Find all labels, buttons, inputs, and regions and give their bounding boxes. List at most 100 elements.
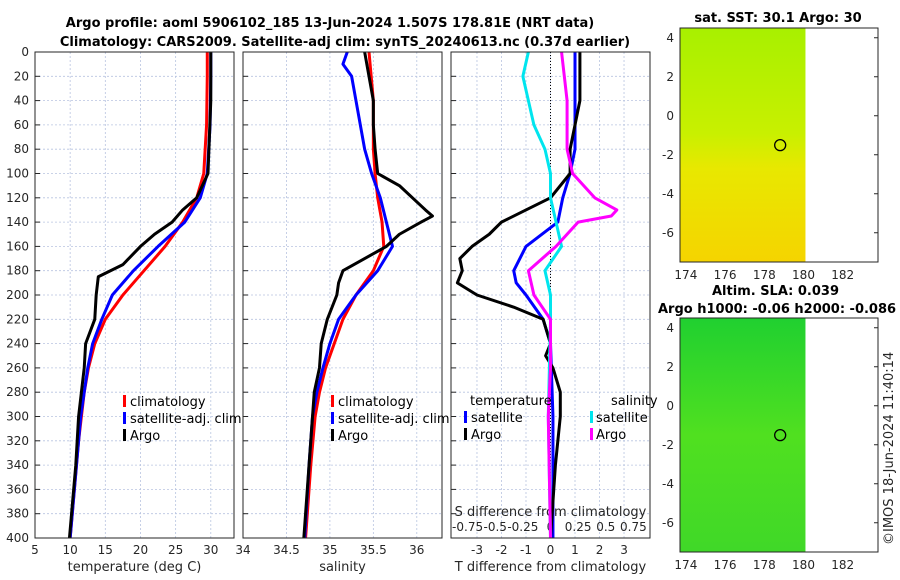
legend-swatch <box>331 412 334 424</box>
legend-label: satellite <box>471 411 523 426</box>
legend-swatch <box>464 428 467 440</box>
legend-label: Argo <box>596 428 626 443</box>
map-xtick-label: 174 <box>674 268 697 282</box>
map-ytick-label: -2 <box>662 438 674 452</box>
legend-label: satellite-adj. clim <box>130 412 242 427</box>
legend-swatch <box>331 395 334 407</box>
ytick-label: 240 <box>6 337 29 351</box>
legend-header-salinity: salinity <box>611 394 658 409</box>
xtick-label: 35.5 <box>360 543 387 557</box>
xtick-label: 1 <box>571 543 579 557</box>
xaxis-label: temperature (deg C) <box>68 560 202 575</box>
map-ytick-label: 4 <box>666 321 674 335</box>
map-xtick-label: 178 <box>753 268 776 282</box>
map-xtick-label: 180 <box>792 558 815 572</box>
series-argo <box>67 52 213 539</box>
legend-label: Argo <box>338 429 368 444</box>
axes-frame <box>242 51 443 539</box>
xtick-label: 36 <box>409 543 424 557</box>
xtick-label: 3 <box>620 543 628 557</box>
map-ytick-label: -4 <box>662 187 674 201</box>
axes-frame <box>450 51 651 539</box>
legend-swatch <box>464 411 467 423</box>
series-t-argo <box>455 52 582 539</box>
ytick-label: 80 <box>14 142 29 156</box>
xtick-label: 15 <box>98 543 113 557</box>
x2tick-label: 0.25 <box>565 520 592 534</box>
map-ytick-label: 0 <box>666 109 674 123</box>
xtick-label: 25 <box>168 543 183 557</box>
timestamp: ©IMOS 18-Jun-2024 11:40:14 <box>882 352 897 545</box>
legend-swatch <box>123 395 126 407</box>
map-ytick-label: -6 <box>662 226 674 240</box>
ytick-label: 300 <box>6 410 29 424</box>
legend-label: climatology <box>130 395 206 410</box>
sst-map-title: sat. SST: 30.1 Argo: 30 <box>694 11 861 26</box>
argo-position-marker <box>774 138 787 152</box>
legend-swatch <box>123 412 126 424</box>
xaxis-label: T difference from climatology <box>454 560 647 575</box>
series-climatology <box>304 51 386 539</box>
legend-label: satellite-adj. clim <box>338 412 450 427</box>
ytick-label: 40 <box>14 94 29 108</box>
x2tick-label: -0.25 <box>507 520 538 534</box>
ytick-label: 200 <box>6 288 29 302</box>
map-ytick-label: 0 <box>666 399 674 413</box>
x2tick-label: 0.5 <box>596 520 615 534</box>
series-argo <box>302 51 434 539</box>
xtick-label: -2 <box>496 543 508 557</box>
ytick-label: 100 <box>6 167 29 181</box>
map-ytick-label: -6 <box>662 516 674 530</box>
figure-title-line1: Argo profile: aoml 5906102_185 13-Jun-20… <box>66 16 594 31</box>
legend-label: satellite <box>596 411 648 426</box>
xtick-label: 35 <box>322 543 337 557</box>
map-ytick-label: -4 <box>662 477 674 491</box>
xtick-label: -1 <box>520 543 532 557</box>
xtick-label: 10 <box>63 543 78 557</box>
figure-title-line2: Climatology: CARS2009. Satellite-adj cli… <box>60 35 630 50</box>
xtick-label: 34.5 <box>273 543 300 557</box>
ytick-label: 20 <box>14 69 29 83</box>
ytick-label: 400 <box>6 531 29 545</box>
ytick-label: 60 <box>14 118 29 132</box>
xtick-label: 20 <box>133 543 148 557</box>
legend-label: Argo <box>130 429 160 444</box>
sla-map-title-line2: Argo h1000: -0.06 h2000: -0.086 <box>658 302 896 317</box>
legend-label: climatology <box>338 395 414 410</box>
ytick-label: 140 <box>6 215 29 229</box>
sla-map-title-line1: Altim. SLA: 0.039 <box>712 284 839 299</box>
ytick-label: 120 <box>6 191 29 205</box>
map-xtick-label: 182 <box>831 558 854 572</box>
xtick-label: 34 <box>235 543 250 557</box>
map-ytick-label: -2 <box>662 148 674 162</box>
map-xtick-label: 176 <box>714 268 737 282</box>
sla-map-frame <box>679 317 879 553</box>
x2tick-label: -0.75 <box>452 520 483 534</box>
sst-map-frame <box>679 27 879 263</box>
map-xtick-label: 176 <box>714 558 737 572</box>
series-satellite-adj-clim <box>303 51 394 539</box>
legend-swatch <box>123 429 126 441</box>
ytick-label: 160 <box>6 239 29 253</box>
legend-label: Argo <box>471 428 501 443</box>
ytick-label: 380 <box>6 507 29 521</box>
legend-header-temperature: temperature <box>470 394 552 409</box>
xtick-label: 30 <box>203 543 218 557</box>
ytick-label: 280 <box>6 385 29 399</box>
map-xtick-label: 178 <box>753 558 776 572</box>
axes-frame <box>34 51 235 539</box>
legend-swatch <box>590 428 593 440</box>
map-xtick-label: 182 <box>831 268 854 282</box>
xaxis-label: salinity <box>319 560 366 575</box>
xtick-label: 0 <box>547 543 555 557</box>
xtick-label: 2 <box>596 543 604 557</box>
x2tick-label: -0.5 <box>484 520 507 534</box>
ytick-label: 0 <box>21 45 29 59</box>
ytick-label: 340 <box>6 458 29 472</box>
ytick-label: 260 <box>6 361 29 375</box>
legend-swatch <box>331 429 334 441</box>
map-xtick-label: 174 <box>674 558 697 572</box>
sla-map-field <box>680 318 806 552</box>
xtick-label: -3 <box>471 543 483 557</box>
